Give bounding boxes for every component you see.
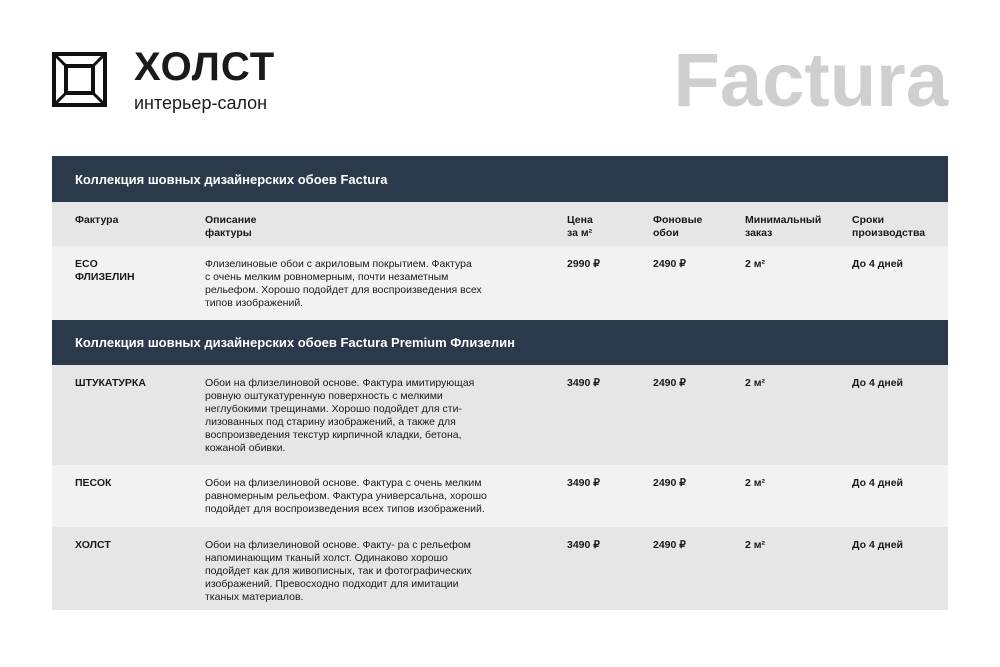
- brand-tagline: интерьер-салон: [134, 93, 268, 113]
- logo-icon: [52, 52, 107, 107]
- price: 2990 ₽: [567, 258, 600, 270]
- texture-name: ХОЛСТ: [75, 539, 111, 551]
- bg-price: 2490 ₽: [653, 477, 686, 489]
- section-header: Коллекция шовных дизайнерских обоев Fact…: [52, 156, 948, 202]
- min-order: 2 м²: [745, 477, 766, 489]
- texture-desc: Обои на флизелиновой основе. Фактура с о…: [205, 477, 487, 515]
- section-header: Коллекция шовных дизайнерских обоев Fact…: [52, 320, 948, 365]
- term: До 4 дней: [852, 377, 903, 389]
- bg-price: 2490 ₽: [653, 377, 686, 389]
- min-order: 2 м²: [745, 258, 766, 270]
- bg-price: 2490 ₽: [653, 539, 686, 551]
- texture-name: ECO ФЛИЗЕЛИН: [75, 258, 135, 283]
- col-term: Сроки производства: [852, 214, 926, 239]
- table-row: ШТУКАТУРКА Обои на флизелиновой основе. …: [52, 365, 948, 465]
- min-order: 2 м²: [745, 377, 766, 389]
- col-min: Минимальный заказ: [745, 214, 822, 239]
- texture-desc: Обои на флизелиновой основе. Факту- ра с…: [205, 539, 472, 603]
- price: 3490 ₽: [567, 377, 600, 389]
- bg-price: 2490 ₽: [653, 258, 686, 270]
- texture-desc: Обои на флизелиновой основе. Фактура ими…: [205, 377, 475, 454]
- table-row: ХОЛСТ Обои на флизелиновой основе. Факту…: [52, 527, 948, 610]
- col-desc: Описание фактуры: [205, 214, 257, 239]
- term: До 4 дней: [852, 477, 903, 489]
- price: 3490 ₽: [567, 477, 600, 489]
- table-row: ПЕСОК Обои на флизелиновой основе. Факту…: [52, 465, 948, 527]
- table-row: ECO ФЛИЗЕЛИН Флизелиновые обои с акрилов…: [52, 246, 948, 320]
- price: 3490 ₽: [567, 539, 600, 551]
- col-texture: Фактура: [75, 214, 119, 226]
- min-order: 2 м²: [745, 539, 766, 551]
- column-headers: Фактура Описание фактуры Цена за м² Фоно…: [52, 202, 948, 246]
- texture-desc: Флизелиновые обои с акриловым покрытием.…: [205, 258, 482, 309]
- term: До 4 дней: [852, 539, 903, 551]
- price-table: Коллекция шовных дизайнерских обоев Fact…: [52, 156, 948, 610]
- texture-name: ПЕСОК: [75, 477, 112, 489]
- term: До 4 дней: [852, 258, 903, 270]
- texture-name: ШТУКАТУРКА: [75, 377, 146, 389]
- col-bg: Фоновые обои: [653, 214, 703, 239]
- collection-title: Factura: [673, 38, 948, 123]
- brand-name: ХОЛСТ: [134, 45, 276, 89]
- col-price: Цена за м²: [567, 214, 593, 239]
